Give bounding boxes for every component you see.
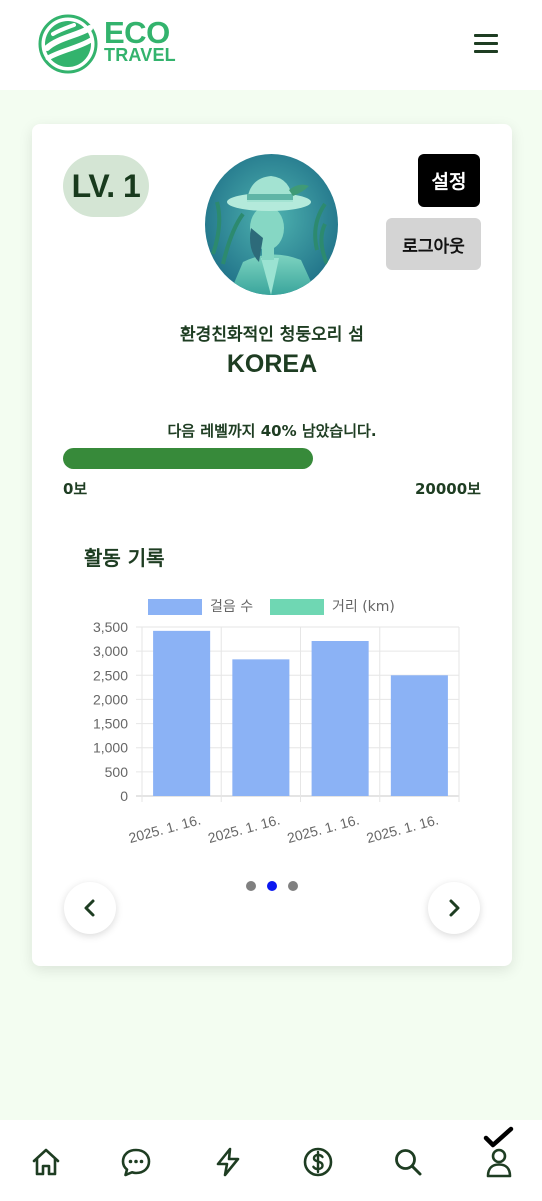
level-progress-bar: [63, 448, 480, 469]
chart-bar: [311, 641, 369, 796]
level-progress-fill: [63, 448, 314, 469]
progress-min-label: 0보: [63, 480, 88, 498]
x-tick-label: 2025. 1. 16.: [365, 811, 441, 846]
legend-label: 거리 (km): [332, 599, 395, 615]
logo-text-travel: TRAVEL: [104, 45, 176, 65]
chat-icon[interactable]: [120, 1146, 152, 1178]
x-tick-label: 2025. 1. 16.: [206, 811, 282, 846]
home-icon[interactable]: [30, 1146, 62, 1178]
chart-bar: [232, 659, 290, 796]
legend-swatch: [270, 599, 324, 615]
y-tick-label: 0: [120, 788, 128, 804]
bottom-nav: [0, 1120, 542, 1201]
user-country: KOREA: [226, 350, 318, 378]
profile-card: LV. 1 설정: [32, 124, 512, 966]
activity-chart: 걸음 수 거리 (km) 3,500 3,000 2,500 2,000 1,500 1,00…: [93, 599, 460, 846]
lightning-icon[interactable]: [212, 1146, 244, 1178]
app-header: ECO TRAVEL: [0, 0, 542, 90]
legend-swatch: [148, 599, 202, 615]
y-tick-label: 500: [105, 764, 129, 780]
legend-label: 걸음 수: [210, 599, 253, 615]
chevron-left-icon: [84, 899, 95, 917]
level-progress-text: 다음 레벨까지 40% 남았습니다.: [167, 422, 377, 440]
activity-title: 활동 기록: [84, 546, 165, 570]
carousel-dot[interactable]: [267, 881, 277, 891]
chart-bar: [390, 675, 448, 796]
chevron-right-icon: [449, 899, 460, 917]
y-tick-label: 2,500: [93, 667, 128, 683]
hamburger-menu-icon[interactable]: [470, 28, 502, 60]
progress-max-label: 20000보: [415, 480, 481, 498]
dollar-icon[interactable]: [302, 1146, 334, 1178]
x-tick-label: 2025. 1. 16.: [285, 811, 361, 846]
profile-check-icon[interactable]: [482, 1126, 516, 1180]
logo-text-eco: ECO: [104, 15, 170, 50]
x-tick-label: 2025. 1. 16.: [127, 811, 203, 846]
user-title: 환경친화적인 청둥오리 섬: [180, 325, 364, 345]
carousel-dot[interactable]: [246, 881, 256, 891]
chart-bar: [153, 630, 211, 796]
avatar: [205, 154, 338, 295]
carousel-next-button[interactable]: [428, 882, 480, 934]
level-badge: LV. 1: [63, 155, 149, 217]
y-tick-label: 3,500: [93, 619, 128, 635]
logout-button[interactable]: 로그아웃: [386, 218, 481, 270]
carousel-dot[interactable]: [288, 881, 298, 891]
y-tick-label: 1,000: [93, 740, 128, 756]
y-tick-label: 1,500: [93, 716, 128, 732]
settings-button[interactable]: 설정: [418, 154, 480, 207]
search-icon[interactable]: [392, 1146, 424, 1178]
y-tick-label: 3,000: [93, 643, 128, 659]
carousel-dots: [32, 881, 512, 893]
avatar-illustration: [205, 154, 338, 295]
y-tick-label: 2,000: [93, 691, 128, 707]
carousel-prev-button[interactable]: [64, 882, 116, 934]
globe-logo-icon[interactable]: [38, 14, 98, 74]
